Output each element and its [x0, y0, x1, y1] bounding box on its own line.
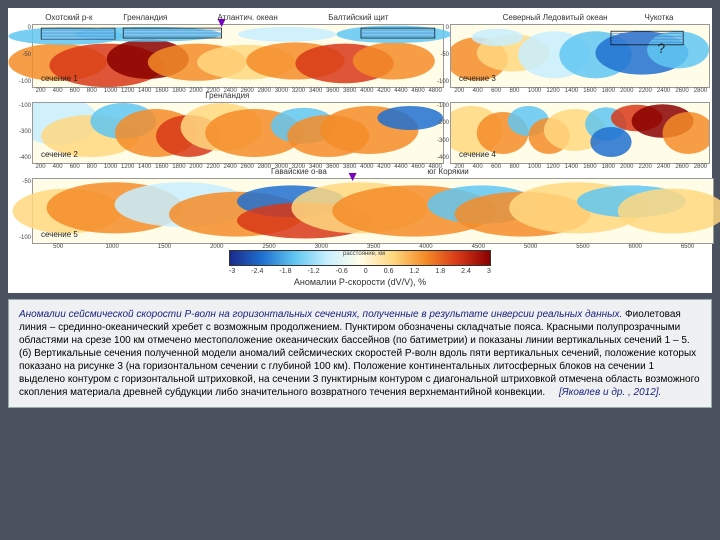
region-label: Атлантич. океан	[218, 13, 278, 22]
section-label: сечение 5	[41, 230, 78, 239]
region-label: Гавайские о-ва	[271, 167, 327, 176]
panel-section-2: Гренландиясечение 2200400600800100012001…	[32, 102, 444, 164]
section-label: сечение 2	[41, 150, 78, 159]
region-label: юг Корякии	[427, 167, 468, 176]
region-label: Охотский р-к	[45, 13, 92, 22]
region-label: Балтийский щит	[328, 13, 388, 22]
section-label: сечение 1	[41, 74, 78, 83]
caption-reference: [Яковлев и др. , 2012].	[559, 387, 661, 398]
figure-caption: Аномалии сейсмической скорости P-волн на…	[8, 299, 712, 408]
caption-body: Фиолетовая линия – срединно-океанический…	[19, 309, 700, 398]
section-label: сечение 3	[459, 74, 496, 83]
region-label: Северный Ледовитый океан	[503, 13, 608, 22]
svg-text:?: ?	[657, 40, 665, 56]
region-label: Чукотка	[645, 13, 674, 22]
section-label: сечение 4	[459, 150, 496, 159]
colorbar-title: Аномалии P-скорости (dV/V), %	[12, 277, 708, 287]
panel-section-3: Северный Ледовитый океанЧукоткасечение 3…	[450, 24, 710, 88]
panel-section-5: Гавайские о-ваюг Корякиисечение 55001000…	[32, 178, 714, 244]
panel-section-1: Охотский р-кГренландияАтлантич. океанБал…	[32, 24, 444, 88]
panel-section-4: сечение 42004006008001000120014001600180…	[450, 102, 710, 164]
region-label: Гренландия	[205, 91, 249, 100]
charts-container: Охотский р-к Гренландия Атлантич. океан Бал…	[8, 8, 712, 293]
caption-lead: Аномалии сейсмической скорости P-волн на…	[19, 309, 622, 320]
region-label: Гренландия	[123, 13, 167, 22]
